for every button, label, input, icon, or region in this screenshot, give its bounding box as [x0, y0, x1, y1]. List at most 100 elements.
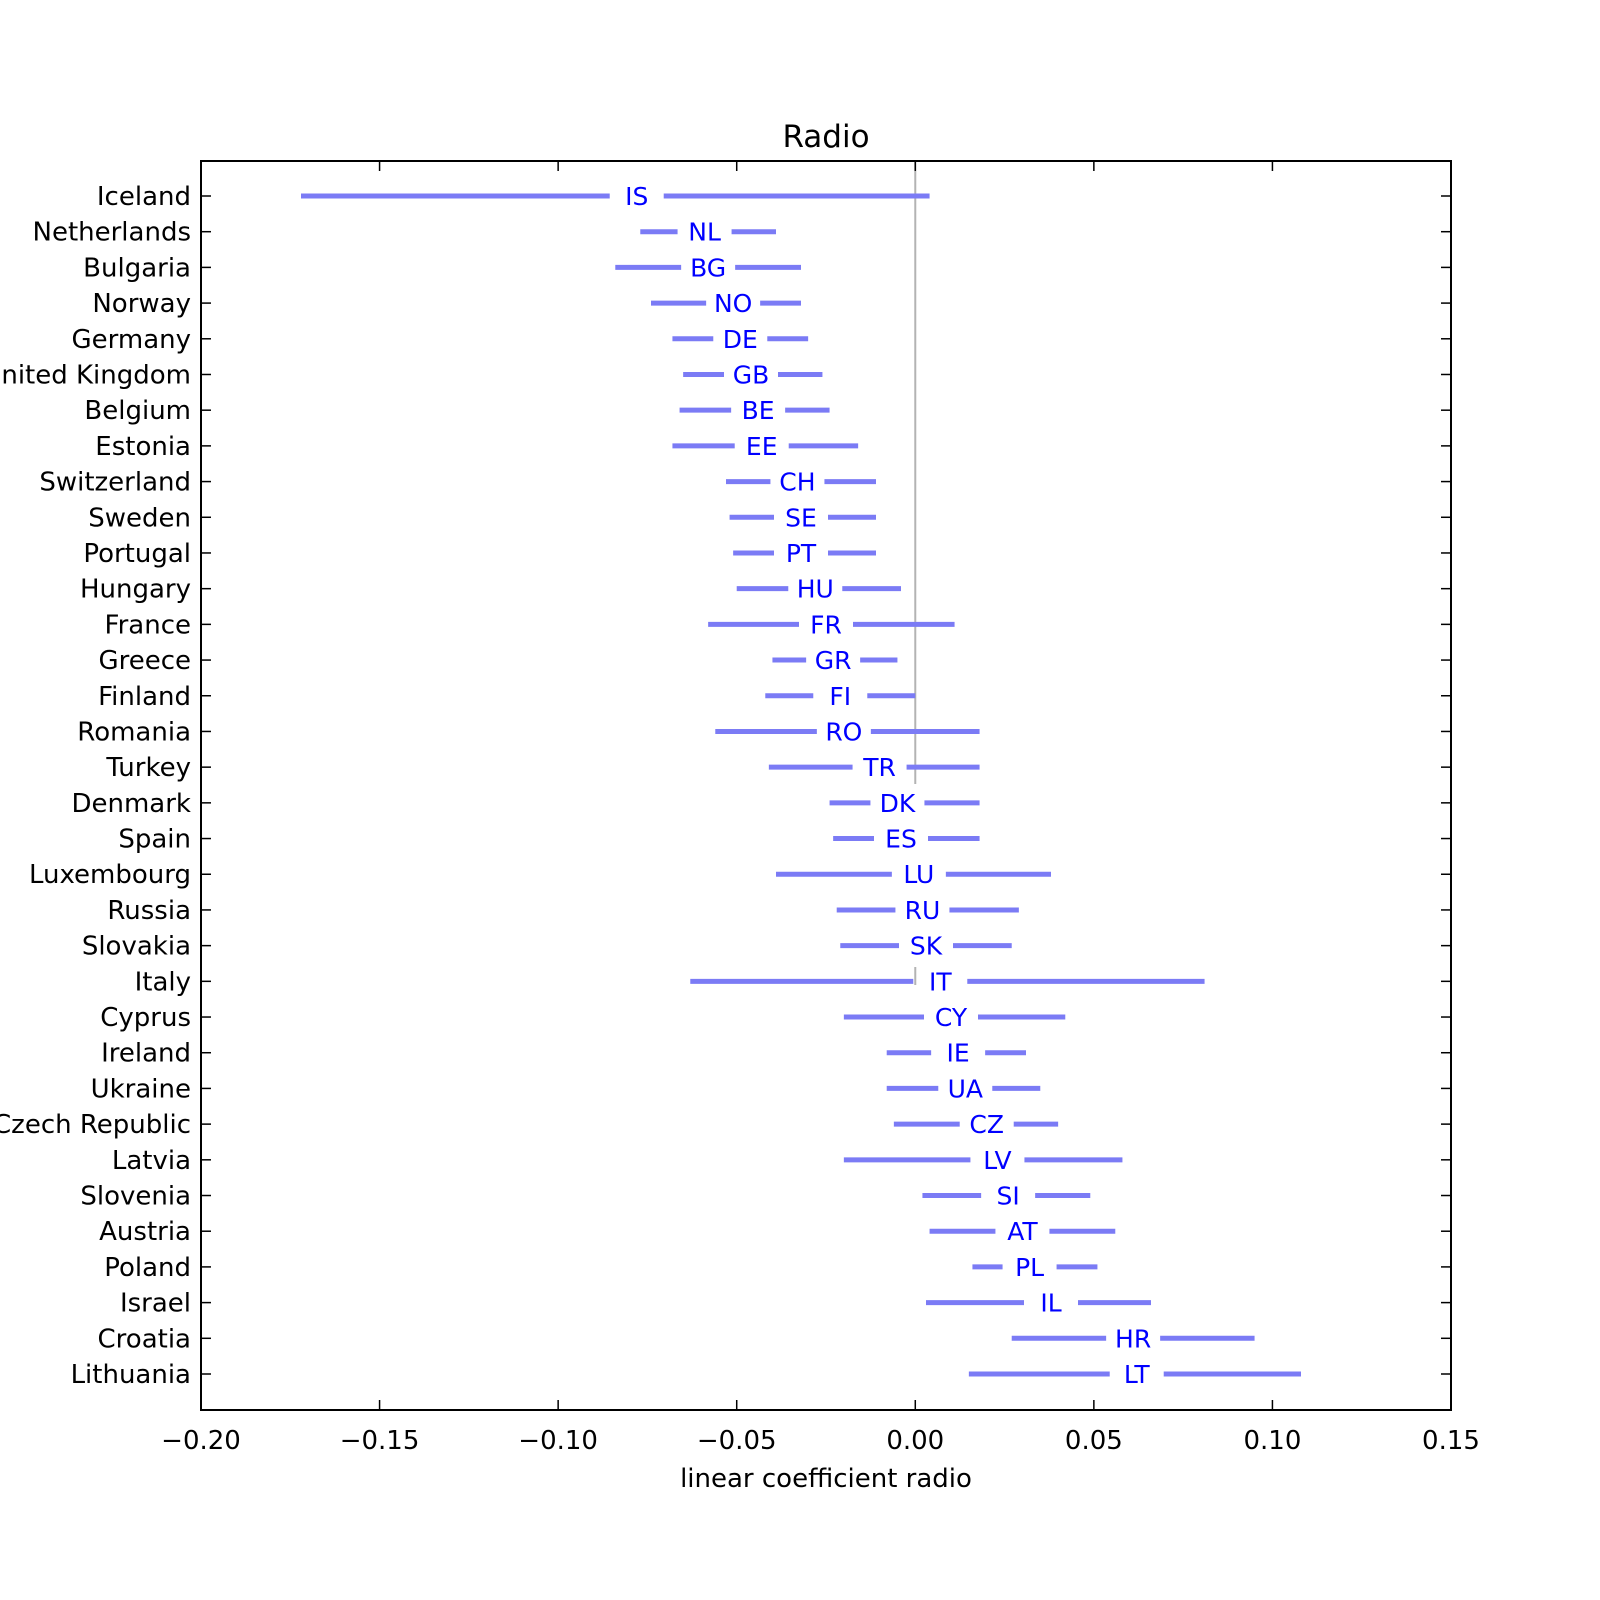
country-code-label: BG	[690, 253, 726, 282]
country-code-label: PL	[1015, 1253, 1044, 1282]
interval-fi: FI	[765, 682, 916, 711]
interval-gb: GB	[683, 360, 823, 389]
plot-frame	[200, 160, 1452, 1411]
interval-bg: BG	[615, 253, 801, 282]
y-tick-label: United Kingdom	[0, 360, 191, 390]
interval-gr: GR	[772, 646, 898, 675]
x-tick-label: 0.10	[1243, 1426, 1301, 1456]
y-tick-label: Lithuania	[71, 1360, 191, 1390]
y-tick-label: Estonia	[95, 432, 191, 462]
interval-is: IS	[301, 182, 930, 211]
interval-lu: LU	[776, 860, 1051, 889]
country-code-label: TR	[862, 753, 896, 782]
x-tick-label: −0.15	[340, 1426, 420, 1456]
y-tick-label: Belgium	[84, 396, 191, 426]
x-tick-label: 0.00	[886, 1426, 944, 1456]
y-tick-label: Slovenia	[80, 1182, 191, 1212]
country-code-label: AT	[1007, 1217, 1038, 1246]
interval-ch: CH	[726, 468, 876, 497]
country-code-label: HR	[1115, 1324, 1151, 1353]
country-code-label: HU	[797, 575, 834, 604]
country-code-label: GB	[733, 360, 770, 389]
y-tick-label: Spain	[118, 825, 191, 855]
x-tick-label: −0.05	[697, 1426, 777, 1456]
interval-de: DE	[672, 325, 809, 354]
chart-title: Radio	[782, 119, 869, 155]
interval-be: BE	[679, 396, 830, 425]
country-code-label: LU	[903, 860, 934, 889]
y-tick-label: Ukraine	[91, 1074, 191, 1104]
interval-ua: UA	[886, 1074, 1041, 1103]
interval-ie: IE	[886, 1039, 1026, 1068]
country-code-label: CY	[935, 1003, 968, 1032]
country-code-label: BE	[742, 396, 775, 425]
country-code-label: CZ	[969, 1110, 1004, 1139]
country-code-label: ES	[885, 825, 917, 854]
country-code-label: LV	[983, 1146, 1011, 1175]
interval-cz: CZ	[893, 1110, 1059, 1139]
y-tick-label: Bulgaria	[83, 253, 191, 283]
y-tick-label: Austria	[99, 1217, 191, 1247]
country-code-label: SE	[785, 503, 817, 532]
country-code-label: GR	[815, 646, 852, 675]
country-code-label: RO	[825, 717, 862, 746]
y-tick-label: Sweden	[88, 503, 191, 533]
country-code-label: FI	[829, 682, 851, 711]
interval-sk: SK	[840, 932, 1012, 961]
y-tick-label: Germany	[71, 325, 191, 355]
interval-se: SE	[729, 503, 876, 532]
y-tick-label: Norway	[92, 289, 191, 319]
x-tick-label: −0.10	[518, 1426, 598, 1456]
country-code-label: SK	[910, 932, 943, 961]
country-code-label: IT	[929, 967, 952, 996]
interval-at: AT	[929, 1217, 1116, 1246]
country-code-label: RU	[905, 896, 941, 925]
interval-dk: DK	[829, 789, 980, 818]
y-tick-label: Hungary	[80, 575, 191, 605]
interval-pt: PT	[733, 539, 876, 568]
x-tick-label: 0.05	[1065, 1426, 1123, 1456]
country-code-label: NO	[714, 289, 752, 318]
country-code-label: CH	[779, 468, 815, 497]
y-tick-label: France	[105, 610, 191, 640]
interval-no: NO	[651, 289, 801, 318]
country-code-label: IS	[625, 182, 648, 211]
interval-si: SI	[922, 1182, 1091, 1211]
y-tick-label: Czech Republic	[0, 1110, 191, 1140]
country-code-label: SI	[997, 1182, 1020, 1211]
country-code-label: LT	[1124, 1360, 1150, 1389]
interval-ru: RU	[836, 896, 1019, 925]
y-tick-label: Latvia	[112, 1146, 191, 1176]
interval-ro: RO	[715, 717, 980, 746]
y-tick-label: Finland	[98, 682, 191, 712]
country-code-label: NL	[688, 218, 721, 247]
country-code-label: PT	[786, 539, 817, 568]
interval-lv: LV	[843, 1146, 1123, 1175]
y-tick-label: Croatia	[98, 1324, 191, 1354]
interval-lt: LT	[968, 1360, 1301, 1389]
y-tick-label: Greece	[98, 646, 191, 676]
x-tick-label: −0.20	[161, 1426, 241, 1456]
interval-nl: NL	[640, 218, 776, 247]
y-tick-label: Switzerland	[39, 468, 191, 498]
country-code-label: FR	[810, 610, 842, 639]
interval-cy: CY	[843, 1003, 1066, 1032]
y-tick-label: Ireland	[101, 1039, 191, 1069]
y-tick-label: Slovakia	[82, 932, 191, 962]
country-code-label: IL	[1040, 1289, 1061, 1318]
y-tick-label: Portugal	[83, 539, 191, 569]
country-code-label: DE	[723, 325, 758, 354]
axes: Iceland Netherlands Bulgaria Norway Germany U…	[0, 161, 1480, 1456]
y-tick-label: Israel	[120, 1289, 191, 1319]
country-code-label: IE	[947, 1039, 970, 1068]
country-code-label: UA	[948, 1074, 983, 1103]
y-tick-label: Denmark	[71, 789, 191, 819]
interval-hr: HR	[1011, 1324, 1255, 1353]
y-tick-label: Russia	[107, 896, 191, 926]
interval-it: IT	[690, 967, 1205, 996]
y-tick-label: Iceland	[97, 182, 191, 212]
interval-pl: PL	[972, 1253, 1098, 1282]
